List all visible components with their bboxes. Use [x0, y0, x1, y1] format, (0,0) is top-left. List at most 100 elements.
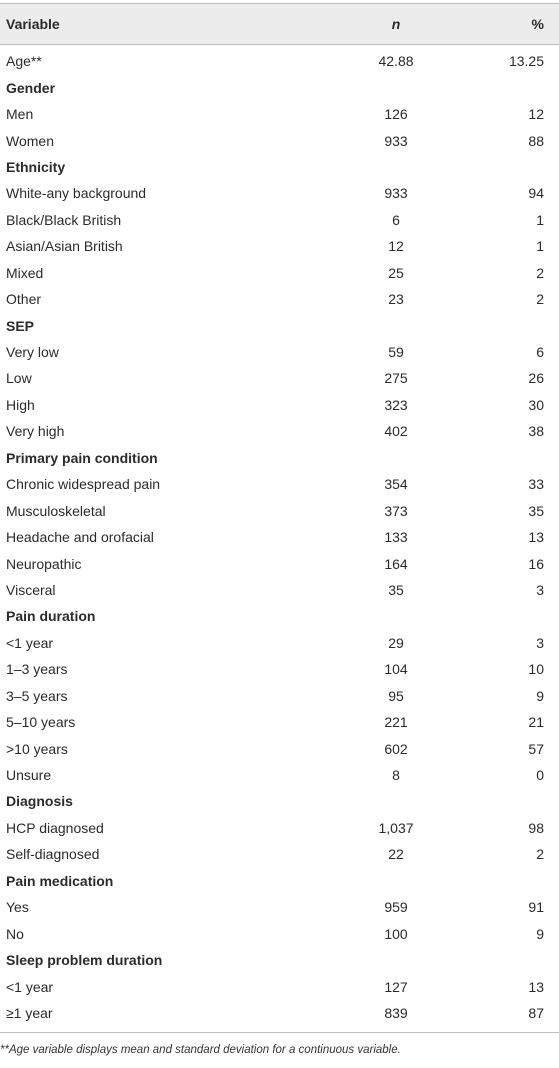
data-row: Age** 42.88 13.25: [0, 48, 559, 74]
cell: 9: [536, 687, 544, 704]
row-label: Chronic widespread pain: [6, 476, 161, 493]
row-label: 5–10 years: [6, 714, 76, 731]
data-row: 5–10 years 221 21: [0, 709, 559, 735]
row-label: Very low: [6, 344, 59, 361]
cell: 26: [528, 370, 544, 387]
cell: 275: [384, 370, 408, 387]
data-row: 3–5 years 95 9: [0, 683, 559, 709]
header-row: Variable n %: [0, 3, 559, 45]
cell: 13: [528, 978, 544, 995]
row-label: No: [6, 925, 24, 942]
cell: 35: [388, 581, 404, 598]
row-label: Headache and orofacial: [6, 529, 154, 546]
table: Variable n % Age** 42.88 13.25 Gender Men 126…: [0, 3, 559, 1026]
data-row: Neuropathic 164 16: [0, 550, 559, 576]
data-row: Yes 959 91: [0, 894, 559, 920]
group-label: Diagnosis: [6, 793, 73, 810]
cell: 602: [384, 740, 408, 757]
group-row: Primary pain condition: [0, 445, 559, 471]
row-label: Other: [6, 291, 42, 308]
cell: 6: [536, 344, 544, 361]
group-label: Primary pain condition: [6, 449, 158, 466]
data-row: Unsure 8 0: [0, 762, 559, 788]
cell: 13.25: [508, 53, 544, 70]
cell: 35: [528, 502, 544, 519]
group-row: Pain medication: [0, 868, 559, 894]
group-row: SEP: [0, 312, 559, 338]
group-label: Ethnicity: [6, 158, 66, 175]
rule: [0, 1032, 559, 1033]
cell: 42.88: [378, 53, 414, 70]
row-label: Unsure: [6, 767, 52, 784]
row-label: Men: [6, 106, 34, 123]
footnote: **Age variable displays mean and standar…: [0, 1044, 401, 1056]
cell: 1: [536, 238, 544, 255]
header-cell: n: [391, 16, 401, 32]
data-row: >10 years 602 57: [0, 735, 559, 761]
row-label: <1 year: [6, 978, 54, 995]
row-label: Low: [6, 370, 32, 387]
cell: 2: [536, 291, 544, 308]
data-row: High 323 30: [0, 392, 559, 418]
row-label: Black/Black British: [6, 211, 122, 228]
cell: 133: [384, 529, 408, 546]
header-cell: Variable: [6, 16, 60, 32]
data-row: White-any background 933 94: [0, 180, 559, 206]
data-row: Mixed 25 2: [0, 260, 559, 286]
cell: 933: [384, 185, 408, 202]
data-row: <1 year 127 13: [0, 973, 559, 999]
row-label: High: [6, 396, 35, 413]
cell: 29: [388, 634, 404, 651]
data-row: Very high 402 38: [0, 418, 559, 444]
data-row: Men 126 12: [0, 101, 559, 127]
cell: 8: [392, 767, 400, 784]
cell: 126: [384, 106, 408, 123]
cell: 23: [388, 291, 404, 308]
cell: 94: [528, 185, 544, 202]
group-row: Pain duration: [0, 603, 559, 629]
row-label: 3–5 years: [6, 687, 68, 704]
row-label: Mixed: [6, 264, 44, 281]
cell: 98: [528, 819, 544, 836]
cell: 16: [528, 555, 544, 572]
cell: 3: [536, 581, 544, 598]
cell: 2: [536, 846, 544, 863]
cell: 402: [384, 423, 408, 440]
row-label: White-any background: [6, 185, 147, 202]
cell: 6: [392, 211, 400, 228]
group-label: Pain medication: [6, 872, 114, 889]
row-label: Women: [6, 132, 54, 149]
row-label: Asian/Asian British: [6, 238, 123, 255]
cell: 9: [536, 925, 544, 942]
cell: 95: [388, 687, 404, 704]
cell: 100: [384, 925, 408, 942]
cell: 30: [528, 396, 544, 413]
group-label: Gender: [6, 79, 56, 96]
data-row: HCP diagnosed 1,037 98: [0, 815, 559, 841]
cell: 12: [388, 238, 404, 255]
cell: 13: [528, 529, 544, 546]
cell: 2: [536, 264, 544, 281]
row-label: Visceral: [6, 581, 56, 598]
data-row: <1 year 29 3: [0, 630, 559, 656]
cell: 323: [384, 396, 408, 413]
cell: 10: [528, 661, 544, 678]
header-cell: %: [531, 16, 544, 32]
cell: 3: [536, 634, 544, 651]
cell: 933: [384, 132, 408, 149]
data-row: Black/Black British 6 1: [0, 207, 559, 233]
row-label: Neuropathic: [6, 555, 82, 572]
cell: 87: [528, 1004, 544, 1021]
data-row: Musculoskeletal 373 35: [0, 497, 559, 523]
cell: 12: [528, 106, 544, 123]
row-label: HCP diagnosed: [6, 819, 104, 836]
row-label: Musculoskeletal: [6, 502, 106, 519]
cell: 0: [536, 767, 544, 784]
cell: 57: [528, 740, 544, 757]
data-row: Asian/Asian British 12 1: [0, 233, 559, 259]
data-row: ≥1 year 839 87: [0, 1000, 559, 1026]
cell: 1,037: [378, 819, 414, 836]
row-label: Age**: [6, 53, 42, 70]
group-row: Gender: [0, 74, 559, 100]
cell: 25: [388, 264, 404, 281]
